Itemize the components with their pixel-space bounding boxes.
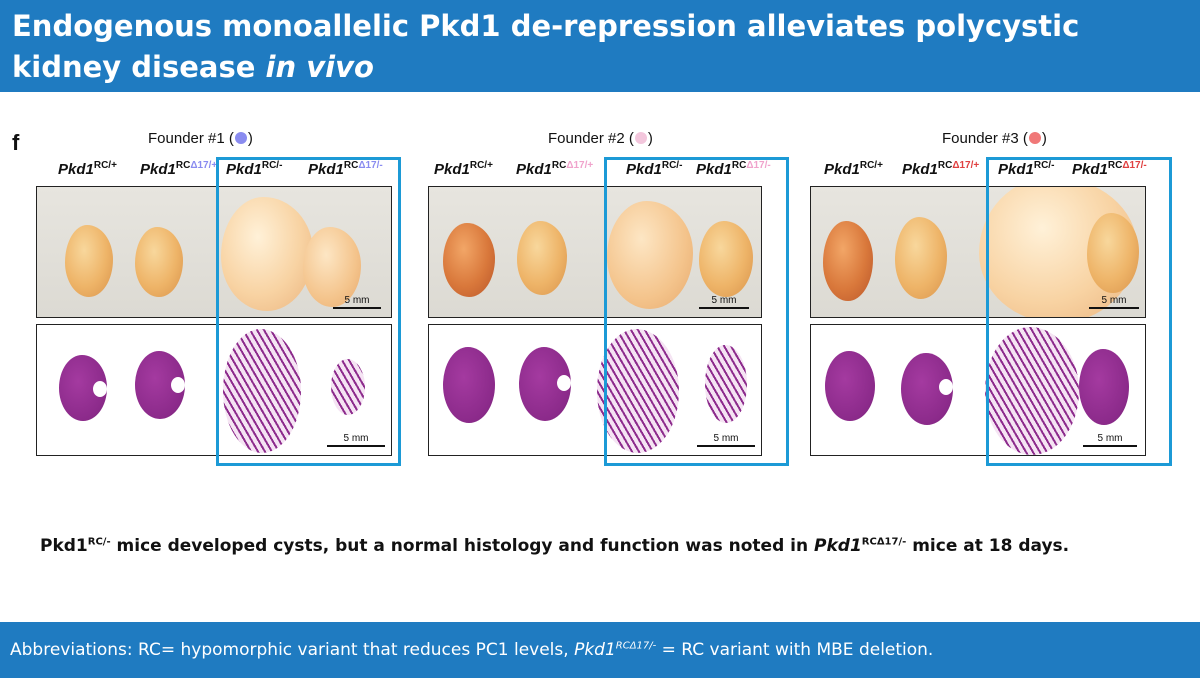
founder-3-close: ) bbox=[1041, 130, 1047, 147]
founder-3-dot bbox=[1028, 132, 1041, 144]
founder-2-text: Founder #2 ( bbox=[548, 130, 634, 147]
kidney-histology-cystic bbox=[985, 327, 1079, 455]
kidney-gross bbox=[443, 223, 495, 297]
founder-1-genotype-rc-delta-plus: Pkd1RCΔ17/+ bbox=[140, 160, 218, 178]
kidney-histology-cystic bbox=[223, 329, 301, 453]
founder-1-genotype-rc-plus: Pkd1RC/+ bbox=[58, 160, 117, 178]
founder-1-histology: 5 mm bbox=[36, 324, 392, 456]
header-bar bbox=[0, 0, 1200, 92]
figure-caption: Pkd1RC/- mice developed cysts, but a nor… bbox=[40, 536, 1070, 556]
founder-2-dot bbox=[634, 132, 647, 144]
founder-1-genotype-rc-delta-minus: Pkd1RCΔ17/- bbox=[308, 160, 383, 178]
kidney-gross bbox=[823, 221, 873, 301]
founder-3-genotype-rc-minus: Pkd1RC/- bbox=[998, 160, 1055, 178]
title-italic-text: in vivo bbox=[265, 50, 374, 84]
scale-bar: 5 mm bbox=[697, 433, 755, 447]
kidney-histology bbox=[331, 359, 365, 415]
founder-1-highlight-box bbox=[216, 157, 401, 466]
kidney-gross bbox=[517, 221, 567, 295]
founder-2-genotype-rc-delta-minus: Pkd1RCΔ17/- bbox=[696, 160, 771, 178]
scale-bar: 5 mm bbox=[333, 295, 381, 309]
kidney-histology bbox=[443, 347, 495, 423]
founder-2-genotype-rc-minus: Pkd1RC/- bbox=[626, 160, 683, 178]
founder-3-text: Founder #3 ( bbox=[942, 130, 1028, 147]
founder-2-highlight-box bbox=[604, 157, 789, 466]
founder-1-dot bbox=[234, 132, 247, 144]
kidney-gross-cystic bbox=[221, 197, 313, 311]
scale-bar: 5 mm bbox=[1083, 433, 1137, 447]
founder-3-label: Founder #3 () bbox=[942, 130, 1047, 147]
kidney-histology-cystic bbox=[597, 329, 679, 453]
kidney-gross bbox=[1087, 213, 1139, 293]
founder-3-genotype-rc-plus: Pkd1RC/+ bbox=[824, 160, 883, 178]
kidney-histology bbox=[705, 345, 747, 423]
founder-1-close: ) bbox=[247, 130, 253, 147]
founder-2-genotype-rc-plus: Pkd1RC/+ bbox=[434, 160, 493, 178]
founder-1-label: Founder #1 () bbox=[148, 130, 253, 147]
kidney-gross bbox=[303, 227, 361, 307]
kidney-gross-cystic bbox=[607, 201, 693, 309]
abbreviations-note: Abbreviations: RC= hypomorphic variant t… bbox=[10, 640, 934, 660]
slide-title: Endogenous monoallelic Pkd1 de-repressio… bbox=[12, 6, 1192, 88]
founder-2-gross-photo: 5 mm bbox=[428, 186, 762, 318]
scale-bar: 5 mm bbox=[1089, 295, 1139, 309]
title-text: Endogenous monoallelic Pkd1 de-repressio… bbox=[12, 9, 1080, 84]
founder-2-label: Founder #2 () bbox=[548, 130, 653, 147]
scale-bar: 5 mm bbox=[699, 295, 749, 309]
footer-bar bbox=[0, 622, 1200, 678]
founder-3-gross-photo: 5 mm bbox=[810, 186, 1146, 318]
founder-3-highlight-box bbox=[986, 157, 1172, 466]
founder-3-genotype-rc-delta-minus: Pkd1RCΔ17/- bbox=[1072, 160, 1147, 178]
scale-bar: 5 mm bbox=[327, 433, 385, 447]
founder-2-histology: 5 mm bbox=[428, 324, 762, 456]
kidney-histology bbox=[1079, 349, 1129, 425]
kidney-gross bbox=[699, 221, 753, 297]
kidney-gross bbox=[65, 225, 113, 297]
founder-2-close: ) bbox=[647, 130, 653, 147]
founder-3-genotype-rc-delta-plus: Pkd1RCΔ17/+ bbox=[902, 160, 980, 178]
founder-1-genotype-rc-minus: Pkd1RC/- bbox=[226, 160, 283, 178]
founder-2-genotype-rc-delta-plus: Pkd1RCΔ17/+ bbox=[516, 160, 594, 178]
founder-1-text: Founder #1 ( bbox=[148, 130, 234, 147]
kidney-gross bbox=[135, 227, 183, 297]
founder-3-histology: 5 mm bbox=[810, 324, 1146, 456]
founder-1-gross-photo: 5 mm bbox=[36, 186, 392, 318]
kidney-histology bbox=[825, 351, 875, 421]
kidney-gross bbox=[895, 217, 947, 299]
panel-letter: f bbox=[12, 130, 20, 155]
